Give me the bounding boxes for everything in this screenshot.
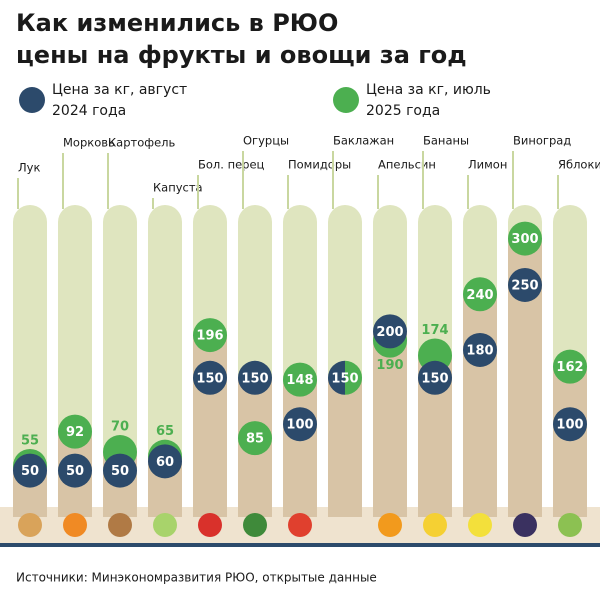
price-2024 — [553, 407, 587, 442]
price-2024 — [418, 360, 452, 395]
value-label: 65 — [156, 424, 174, 439]
value-label: 100 — [556, 418, 583, 433]
category-label: Яблоки — [558, 158, 600, 172]
price-2025 — [463, 277, 497, 312]
value-label: 100 — [286, 418, 313, 433]
value-label: 150 — [196, 371, 223, 386]
price-2025 — [345, 360, 362, 395]
price-2025 — [508, 221, 542, 256]
legend-label: Цена за кг, август — [52, 82, 187, 98]
value-label: 50 — [111, 464, 129, 479]
value-label: 50 — [66, 464, 84, 479]
category-label: Бол. перец — [198, 158, 265, 172]
icon — [153, 513, 177, 537]
icon — [198, 513, 222, 537]
category-label: Лимон — [468, 158, 507, 172]
category-label: Капуста — [153, 181, 203, 195]
value-label: 174 — [421, 323, 448, 338]
price-2024 — [373, 314, 407, 349]
category-label: Баклажан — [333, 134, 394, 148]
value-label: 50 — [21, 464, 39, 479]
price-2025 — [553, 349, 587, 384]
value-label: 150 — [241, 371, 268, 386]
column — [148, 205, 182, 517]
price-2024 — [508, 267, 542, 302]
icon — [243, 513, 267, 537]
price-2025 — [193, 318, 227, 353]
price-2024 — [103, 453, 137, 488]
icon — [513, 513, 537, 537]
icon — [108, 513, 132, 537]
category-label: Виноград — [513, 134, 571, 148]
category-label: Картофель — [108, 136, 176, 150]
column — [13, 205, 47, 517]
legend-label: Цена за кг, июль — [366, 82, 491, 98]
icon — [63, 513, 87, 537]
column-fill — [373, 331, 407, 517]
price-2024 — [13, 453, 47, 488]
value-label: 162 — [556, 360, 583, 375]
value-label: 200 — [376, 325, 403, 340]
icon — [468, 513, 492, 537]
value-label: 150 — [331, 371, 358, 386]
value-label: 196 — [196, 329, 223, 344]
column-fill — [463, 294, 497, 517]
value-label: 60 — [156, 455, 174, 470]
value-label: 148 — [286, 373, 313, 388]
category-label: Помидоры — [288, 158, 351, 172]
baseline — [0, 543, 600, 547]
value-label: 240 — [466, 288, 493, 303]
column-fill — [553, 366, 587, 517]
icon — [558, 513, 582, 537]
value-label: 300 — [511, 232, 538, 247]
legend-label: 2025 года — [366, 103, 440, 119]
value-label: 150 — [421, 371, 448, 386]
price-2024 — [463, 332, 497, 367]
price-2024 — [193, 360, 227, 395]
value-label: 190 — [376, 358, 403, 373]
price-2025 — [283, 362, 317, 397]
source: Источники: Минэкономразвития РЮО, открыт… — [16, 571, 377, 585]
category-label: Апельсин — [378, 158, 436, 172]
price-2024 — [238, 360, 272, 395]
legend-label: 2024 года — [52, 103, 126, 119]
chart-title: цены на фрукты и овощи за год — [16, 41, 467, 69]
column-fill — [328, 377, 362, 517]
value-label: 92 — [66, 425, 84, 440]
icon — [18, 513, 42, 537]
value-label: 180 — [466, 343, 493, 358]
category-label: Бананы — [423, 134, 469, 148]
category-label: Морковь — [63, 136, 115, 150]
price-2025 — [58, 414, 92, 449]
price-2024 — [148, 444, 182, 479]
legend-swatch — [333, 87, 359, 113]
value-label: 70 — [111, 420, 129, 435]
price-2024 — [58, 453, 92, 488]
value-label: 55 — [21, 433, 39, 448]
icon — [423, 513, 447, 537]
price-2024 — [283, 407, 317, 442]
category-label: Лук — [18, 161, 40, 175]
chart-title: Как изменились в РЮО — [16, 9, 338, 37]
column-fill — [283, 379, 317, 517]
value-label: 85 — [246, 432, 264, 447]
icon — [288, 513, 312, 537]
value-label: 250 — [511, 278, 538, 293]
legend-swatch — [19, 87, 45, 113]
category-label: Огурцы — [243, 134, 289, 148]
icon — [378, 513, 402, 537]
price-2024 — [328, 360, 345, 395]
price-2025 — [238, 421, 272, 456]
